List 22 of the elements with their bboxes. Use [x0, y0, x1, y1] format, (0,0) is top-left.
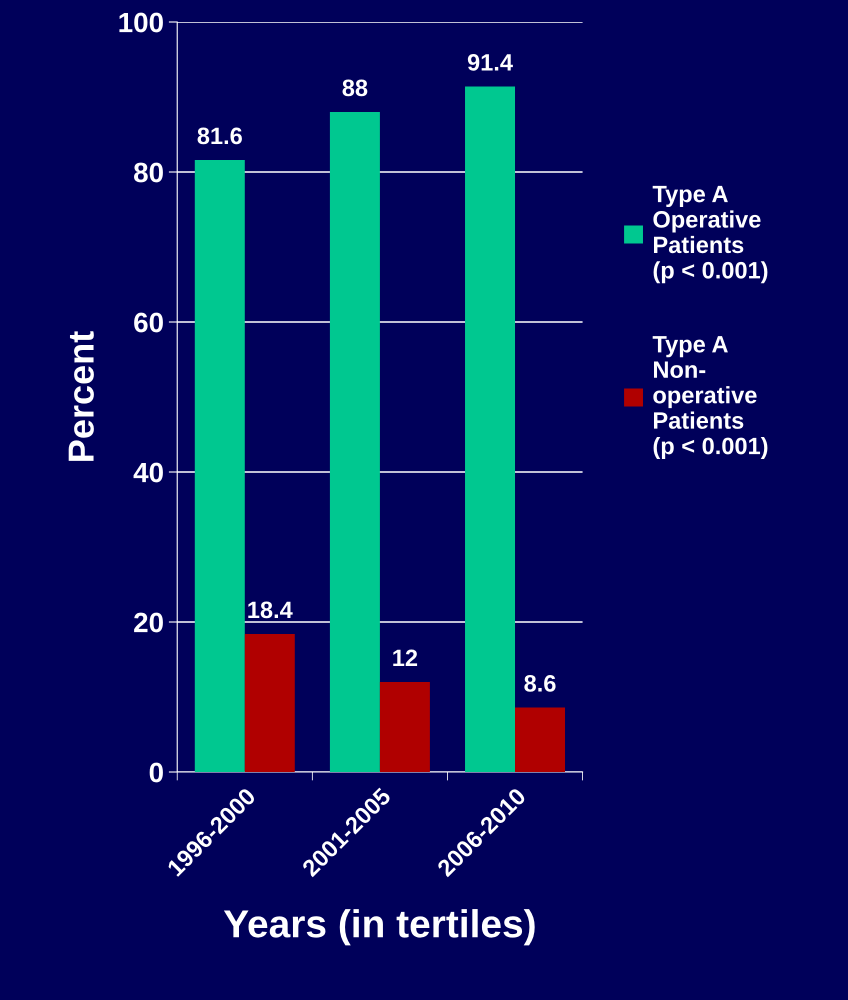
y-tick-label: 60	[134, 312, 163, 332]
data-label: 81.6	[198, 128, 242, 144]
data-label: 91.4	[468, 54, 513, 71]
data-label: 8.6	[524, 675, 556, 692]
bar	[244, 634, 295, 772]
y-tick-label: 0	[150, 762, 163, 782]
bar	[380, 682, 430, 772]
y-axis-title: Percent	[68, 331, 94, 461]
y-tick-label: 20	[134, 612, 163, 632]
x-axis-title: Years (in tertiles)	[224, 909, 535, 946]
y-tick-label: 80	[134, 162, 163, 182]
bar	[330, 112, 380, 772]
y-tick-label: 100	[119, 12, 163, 32]
data-label: 12	[393, 650, 418, 666]
bar	[194, 160, 245, 772]
legend-label: Type A Non- operative Patients (p < 0.001)	[652, 336, 768, 459]
y-tick-label: 40	[134, 462, 163, 482]
data-label: 88	[342, 80, 368, 96]
data-label: 18.4	[248, 602, 293, 618]
bar	[465, 86, 516, 772]
bar	[515, 708, 566, 772]
legend-label: Type A Operative Patients (p < 0.001)	[652, 186, 768, 284]
